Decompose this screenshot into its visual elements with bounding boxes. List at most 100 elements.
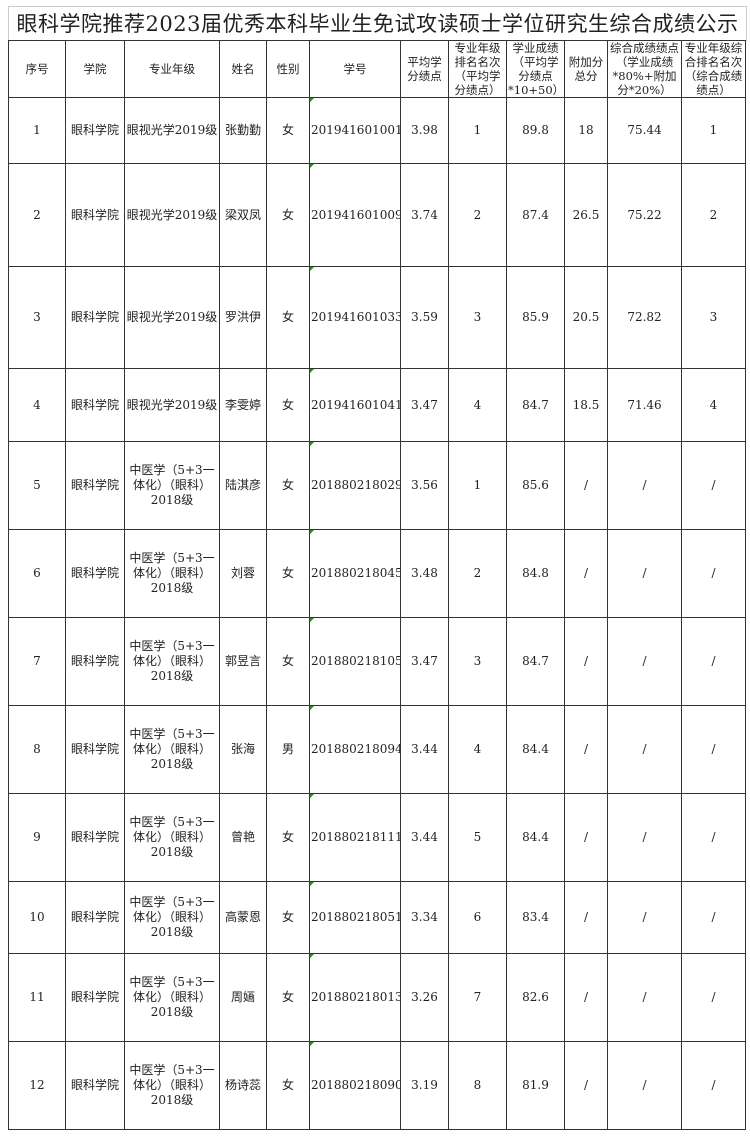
header-gender: 性别	[266, 40, 310, 98]
cell-gender: 女	[266, 368, 310, 442]
cell-name: 陆淇彦	[219, 441, 267, 530]
cell-bonus-score: 26.5	[564, 163, 608, 267]
cell-composite-score: 71.46	[607, 368, 682, 442]
table-row: 4 眼科学院 眼视光学2019级 李雯婷女 201941601041 3.47 4 84.7 1…	[8, 368, 746, 442]
cell-student-id: 201941601033	[309, 266, 401, 369]
cell-academic-score: 84.8	[506, 529, 565, 618]
cell-gpa: 3.19	[400, 1041, 449, 1130]
cell-college: 眼科学院	[65, 793, 125, 882]
cell-academic-score: 85.9	[506, 266, 565, 369]
table-row: 3 眼科学院 眼视光学2019级 罗洪伊女 201941601033 3.59 3 85.9 2…	[8, 266, 746, 369]
cell-name: 张勤勤	[219, 97, 267, 164]
cell-gender: 女	[266, 953, 310, 1042]
cell-gpa: 3.56	[400, 441, 449, 530]
cell-gpa: 3.59	[400, 266, 449, 369]
cell-index: 4	[8, 368, 66, 442]
cell-student-id: 201880218111	[309, 793, 401, 882]
scores-table: 序号 学院 专业年级 姓名 性别 学号 平均学分绩点 专业年级排名名次（平均学分绩点） 学业成绩…	[8, 40, 746, 1130]
cell-bonus-score: 20.5	[564, 266, 608, 369]
cell-college: 眼科学院	[65, 266, 125, 369]
header-bonus-score: 附加分总分	[564, 40, 608, 98]
cell-academic-score: 83.4	[506, 881, 565, 954]
header-student-id: 学号	[309, 40, 401, 98]
cell-gpa-rank: 3	[448, 617, 507, 706]
table-row: 11 眼科学院 中医学（5+3一体化）（眼科）2018级 周婳女 20188021801…	[8, 953, 746, 1042]
cell-gpa: 3.26	[400, 953, 449, 1042]
cell-composite-score: 72.82	[607, 266, 682, 369]
cell-name: 张海	[219, 705, 267, 794]
cell-major-grade: 中医学（5+3一体化）（眼科）2018级	[124, 953, 220, 1042]
cell-student-id: 201880218029	[309, 441, 401, 530]
cell-gender: 女	[266, 617, 310, 706]
cell-composite-score: /	[607, 441, 682, 530]
cell-composite-rank: /	[681, 953, 746, 1042]
cell-gender: 女	[266, 97, 310, 164]
header-index: 序号	[8, 40, 66, 98]
cell-gender: 女	[266, 881, 310, 954]
table-row: 9 眼科学院 中医学（5+3一体化）（眼科）2018级 曾艳女 201880218111…	[8, 793, 746, 882]
cell-student-id: 201880218090	[309, 1041, 401, 1130]
cell-composite-score: /	[607, 705, 682, 794]
cell-student-id: 201880218094	[309, 705, 401, 794]
cell-bonus-score: /	[564, 881, 608, 954]
cell-name: 周婳	[219, 953, 267, 1042]
cell-bonus-score: /	[564, 953, 608, 1042]
table-row: 10 眼科学院 中医学（5+3一体化）（眼科）2018级 高蒙恩女 2018802180…	[8, 881, 746, 954]
cell-bonus-score: 18	[564, 97, 608, 164]
cell-gpa: 3.44	[400, 705, 449, 794]
cell-student-id: 201880218051	[309, 881, 401, 954]
cell-gpa-rank: 6	[448, 881, 507, 954]
cell-gpa: 3.98	[400, 97, 449, 164]
header-row: 序号 学院 专业年级 姓名 性别 学号 平均学分绩点 专业年级排名名次（平均学分绩点） 学业成绩…	[8, 40, 746, 98]
cell-bonus-score: /	[564, 793, 608, 882]
cell-gpa-rank: 1	[448, 441, 507, 530]
cell-gpa-rank: 4	[448, 705, 507, 794]
header-composite-rank: 专业年级综合排名名次（综合成绩绩点）	[681, 40, 746, 98]
cell-gender: 女	[266, 1041, 310, 1130]
cell-academic-score: 84.4	[506, 793, 565, 882]
cell-bonus-score: 18.5	[564, 368, 608, 442]
cell-index: 8	[8, 705, 66, 794]
cell-student-id: 201880218013	[309, 953, 401, 1042]
cell-gender: 女	[266, 266, 310, 369]
cell-index: 11	[8, 953, 66, 1042]
cell-gpa: 3.47	[400, 617, 449, 706]
table-row: 6 眼科学院 中医学（5+3一体化）（眼科）2018级 刘蓉女 201880218045…	[8, 529, 746, 618]
header-gpa-rank: 专业年级排名名次（平均学分绩点）	[448, 40, 507, 98]
header-major-grade: 专业年级	[124, 40, 220, 98]
cell-student-id: 201941601001	[309, 97, 401, 164]
cell-academic-score: 84.7	[506, 617, 565, 706]
cell-major-grade: 中医学（5+3一体化）（眼科）2018级	[124, 529, 220, 618]
cell-college: 眼科学院	[65, 97, 125, 164]
cell-gpa-rank: 1	[448, 97, 507, 164]
cell-major-grade: 中医学（5+3一体化）（眼科）2018级	[124, 617, 220, 706]
header-academic-score: 学业成绩（平均学分绩点*10+50）	[506, 40, 565, 98]
cell-composite-score: 75.44	[607, 97, 682, 164]
cell-gpa: 3.44	[400, 793, 449, 882]
cell-index: 7	[8, 617, 66, 706]
cell-index: 12	[8, 1041, 66, 1130]
cell-college: 眼科学院	[65, 1041, 125, 1130]
cell-name: 郭昱言	[219, 617, 267, 706]
cell-academic-score: 87.4	[506, 163, 565, 267]
cell-gpa: 3.48	[400, 529, 449, 618]
cell-name: 曾艳	[219, 793, 267, 882]
cell-gender: 女	[266, 441, 310, 530]
cell-gpa-rank: 8	[448, 1041, 507, 1130]
cell-composite-rank: 4	[681, 368, 746, 442]
cell-major-grade: 中医学（5+3一体化）（眼科）2018级	[124, 793, 220, 882]
cell-academic-score: 81.9	[506, 1041, 565, 1130]
cell-gpa: 3.34	[400, 881, 449, 954]
cell-college: 眼科学院	[65, 617, 125, 706]
cell-index: 1	[8, 97, 66, 164]
table-row: 2 眼科学院 眼视光学2019级 梁双凤女 201941601009 3.74 2 87.4 2…	[8, 163, 746, 267]
header-college: 学院	[65, 40, 125, 98]
cell-major-grade: 眼视光学2019级	[124, 97, 220, 164]
cell-composite-score: /	[607, 1041, 682, 1130]
header-composite-score: 综合成绩绩点（学业成绩*80%+附加分*20%）	[607, 40, 682, 98]
cell-bonus-score: /	[564, 617, 608, 706]
cell-major-grade: 中医学（5+3一体化）（眼科）2018级	[124, 705, 220, 794]
cell-major-grade: 眼视光学2019级	[124, 368, 220, 442]
cell-composite-score: /	[607, 881, 682, 954]
cell-composite-rank: /	[681, 441, 746, 530]
